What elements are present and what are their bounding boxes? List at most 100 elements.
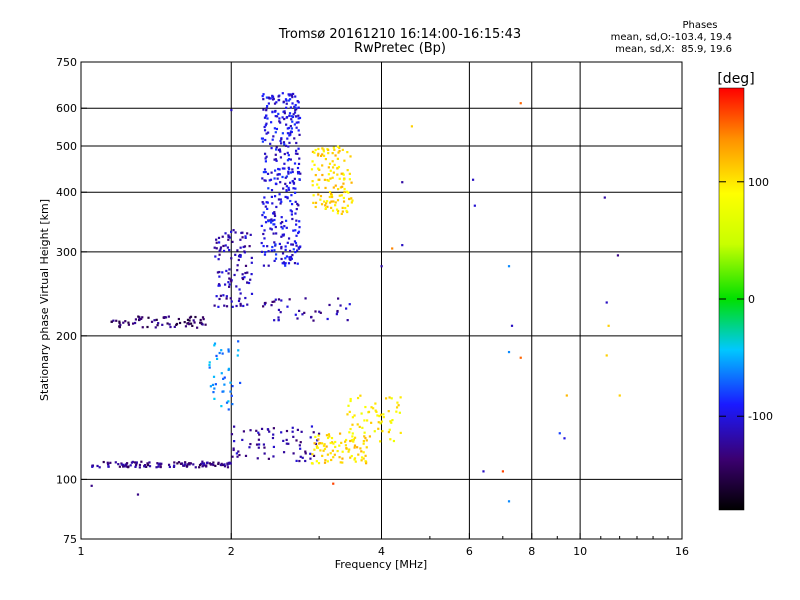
data-point: [285, 438, 288, 442]
data-point: [191, 324, 194, 328]
data-point: [280, 142, 283, 145]
data-point: [293, 123, 296, 126]
data-point: [239, 255, 242, 258]
data-point: [328, 435, 331, 438]
data-point: [325, 434, 329, 437]
data-point: [297, 121, 300, 124]
data-point: [201, 323, 204, 326]
data-point: [348, 303, 351, 306]
data-point: [208, 363, 211, 367]
data-point: [410, 125, 413, 128]
data-point: [244, 235, 247, 238]
data-point: [194, 315, 197, 319]
data-point: [284, 264, 287, 267]
data-point: [304, 452, 307, 455]
data-point: [291, 168, 294, 171]
data-point: [122, 465, 125, 468]
data-point: [283, 262, 286, 265]
data-point: [285, 442, 288, 445]
data-point: [288, 249, 292, 253]
data-point: [115, 319, 118, 322]
data-point: [241, 236, 244, 239]
data-point: [261, 94, 264, 98]
data-point: [263, 253, 267, 256]
data-point: [271, 138, 274, 141]
data-point: [287, 237, 291, 240]
data-point: [274, 153, 277, 156]
data-point: [272, 427, 275, 430]
data-point: [175, 322, 179, 326]
data-point: [249, 233, 252, 236]
data-point: [287, 154, 290, 157]
data-point: [264, 251, 267, 254]
data-point: [347, 450, 350, 453]
data-point: [297, 162, 301, 166]
data-point: [286, 127, 289, 130]
data-point: [299, 441, 302, 444]
colorbar-tick-label: 0: [748, 293, 755, 306]
data-point: [264, 116, 267, 119]
data-point: [263, 168, 267, 171]
data-point: [118, 321, 121, 325]
data-point: [278, 117, 281, 120]
x-tick-label: 6: [466, 545, 473, 558]
data-point: [219, 294, 223, 297]
data-point: [218, 249, 221, 252]
data-point: [388, 428, 391, 431]
data-point: [288, 93, 291, 96]
data-point: [295, 121, 298, 124]
data-point: [220, 405, 223, 408]
data-point: [361, 426, 364, 429]
data-point: [351, 199, 354, 202]
data-point: [287, 126, 291, 130]
data-point: [353, 458, 356, 461]
data-point: [231, 455, 234, 458]
data-point: [122, 321, 125, 324]
data-point: [348, 410, 351, 413]
data-point: [280, 235, 283, 238]
data-point: [279, 139, 282, 143]
data-point: [297, 117, 300, 120]
data-point: [283, 225, 286, 228]
data-point: [246, 303, 249, 306]
data-point: [188, 319, 191, 322]
data-point: [260, 137, 264, 140]
data-point: [236, 264, 239, 267]
data-point: [250, 273, 253, 276]
data-point: [353, 457, 357, 460]
data-point: [285, 106, 288, 109]
data-point: [148, 465, 152, 468]
data-point: [603, 196, 606, 199]
data-point: [106, 461, 109, 464]
data-point: [267, 220, 270, 223]
data-point: [231, 240, 234, 243]
data-point: [294, 200, 297, 203]
data-point: [120, 462, 123, 465]
data-point: [366, 419, 369, 422]
data-point: [179, 462, 183, 465]
data-point: [189, 462, 192, 465]
data-point: [227, 272, 230, 275]
data-point: [280, 200, 283, 203]
data-point: [281, 116, 284, 119]
data-point: [338, 177, 341, 180]
data-point: [272, 445, 276, 449]
data-point: [264, 124, 267, 127]
data-point: [155, 318, 158, 321]
data-point: [279, 222, 283, 225]
data-point: [324, 459, 327, 462]
data-point: [265, 107, 268, 110]
data-point: [263, 152, 267, 155]
data-point: [262, 98, 265, 101]
data-point: [356, 423, 359, 426]
data-point: [270, 188, 274, 192]
data-point: [261, 140, 265, 143]
data-point: [280, 299, 283, 302]
data-point: [263, 129, 267, 132]
data-point: [141, 316, 144, 319]
data-point: [284, 257, 287, 260]
data-point: [114, 461, 117, 464]
data-point: [266, 201, 269, 204]
data-point: [154, 326, 157, 329]
data-point: [297, 147, 300, 150]
